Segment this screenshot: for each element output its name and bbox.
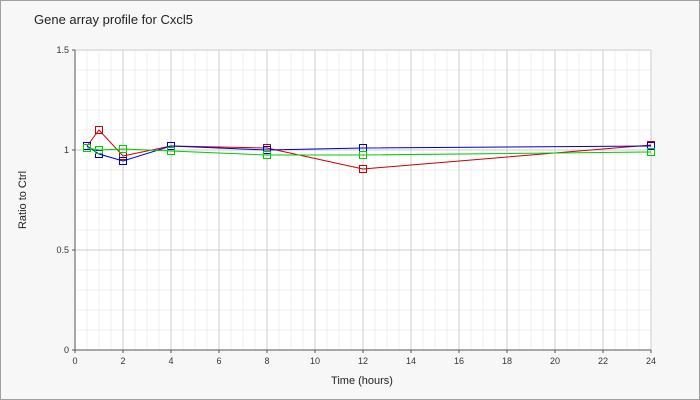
y-tick-label: 0.5 xyxy=(56,245,69,255)
data-point xyxy=(359,165,367,173)
y-tick-label: 1.5 xyxy=(56,45,69,55)
x-tick-label: 18 xyxy=(502,356,512,366)
series-layer xyxy=(83,126,655,173)
data-point xyxy=(167,147,175,155)
data-point xyxy=(95,146,103,154)
x-tick-label: 6 xyxy=(216,356,221,366)
data-point xyxy=(119,157,127,165)
x-tick-label: 22 xyxy=(598,356,608,366)
x-tick-label: 20 xyxy=(550,356,560,366)
x-axis-ticks: 0 2 4 6 8 10 12 14 16 18 20 22 24 xyxy=(72,350,656,366)
x-tick-label: 10 xyxy=(310,356,320,366)
x-tick-label: 12 xyxy=(358,356,368,366)
series-3 xyxy=(83,144,655,159)
data-point xyxy=(647,142,655,150)
x-tick-label: 0 xyxy=(72,356,77,366)
data-point xyxy=(167,142,175,150)
data-point xyxy=(263,151,271,159)
x-tick-label: 4 xyxy=(168,356,173,366)
chart-title: Gene array profile for Cxcl5 xyxy=(34,12,193,27)
x-tick-label: 24 xyxy=(646,356,656,366)
data-point xyxy=(83,144,91,152)
y-tick-label: 0 xyxy=(64,345,69,355)
data-point xyxy=(647,148,655,156)
y-axis-ticks: 0 0.5 1 1.5 xyxy=(56,45,75,355)
x-axis-label: Time (hours) xyxy=(331,375,393,387)
data-point xyxy=(359,151,367,159)
series-line xyxy=(86,147,652,156)
x-tick-label: 14 xyxy=(406,356,416,366)
x-tick-label: 8 xyxy=(264,356,269,366)
y-tick-label: 1 xyxy=(64,145,69,155)
data-point xyxy=(263,146,271,154)
data-point xyxy=(119,145,127,153)
x-tick-label: 2 xyxy=(120,356,125,366)
x-tick-label: 16 xyxy=(454,356,464,366)
data-point xyxy=(95,126,103,134)
y-axis-label: Ratio to Ctrl xyxy=(17,171,29,229)
